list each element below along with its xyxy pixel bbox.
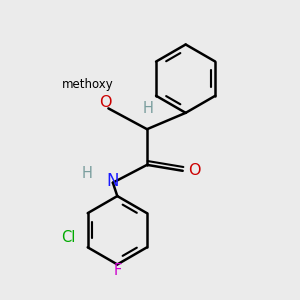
Text: H: H (81, 166, 92, 181)
Text: H: H (143, 101, 154, 116)
Text: Cl: Cl (61, 230, 76, 245)
Text: F: F (113, 263, 122, 278)
Text: O: O (188, 163, 200, 178)
Text: N: N (106, 172, 119, 190)
Text: methoxy: methoxy (62, 78, 113, 91)
Text: O: O (99, 95, 112, 110)
